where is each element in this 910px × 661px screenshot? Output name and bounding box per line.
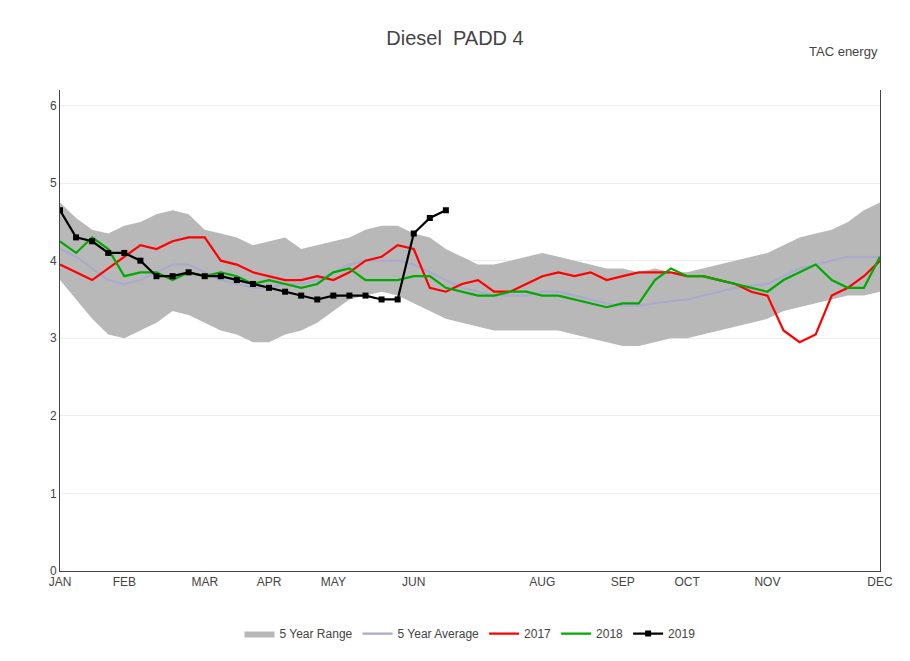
svg-text:0: 0 xyxy=(50,564,57,578)
svg-text:5 Year Range: 5 Year Range xyxy=(280,627,353,641)
svg-text:MAY: MAY xyxy=(321,575,346,589)
svg-text:FEB: FEB xyxy=(113,575,136,589)
svg-text:Diesel PADD 4: Diesel PADD 4 xyxy=(386,27,523,49)
svg-text:2019: 2019 xyxy=(668,627,695,641)
svg-text:4: 4 xyxy=(50,254,57,268)
svg-text:2018: 2018 xyxy=(596,627,623,641)
svg-text:5: 5 xyxy=(50,176,57,190)
svg-text:MAR: MAR xyxy=(191,575,218,589)
svg-text:6: 6 xyxy=(50,99,57,113)
svg-text:OCT: OCT xyxy=(674,575,700,589)
svg-text:JAN: JAN xyxy=(49,575,72,589)
svg-text:2: 2 xyxy=(50,409,57,423)
svg-text:AUG: AUG xyxy=(529,575,555,589)
svg-text:5 Year Average: 5 Year Average xyxy=(398,627,480,641)
svg-text:TAC energy: TAC energy xyxy=(809,44,878,59)
svg-text:3: 3 xyxy=(50,331,57,345)
svg-text:DEC: DEC xyxy=(867,575,893,589)
svg-text:1: 1 xyxy=(50,487,57,501)
svg-text:2017: 2017 xyxy=(524,627,551,641)
svg-text:APR: APR xyxy=(257,575,282,589)
svg-text:SEP: SEP xyxy=(611,575,635,589)
svg-text:JUN: JUN xyxy=(402,575,425,589)
svg-text:NOV: NOV xyxy=(754,575,780,589)
